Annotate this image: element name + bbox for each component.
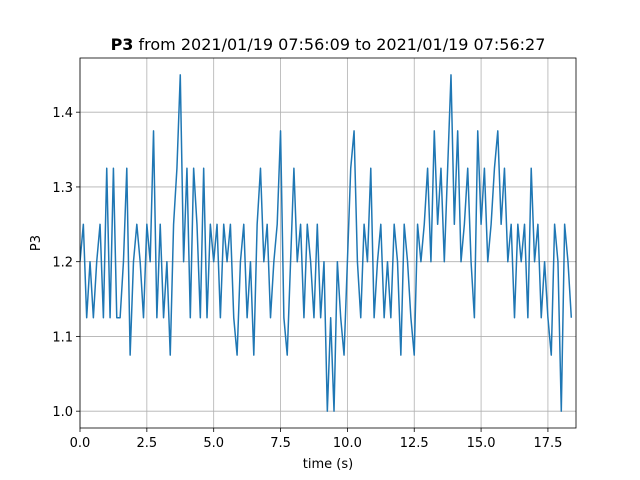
- title-text: from 2021/01/19 07:56:09 to 2021/01/19 0…: [139, 35, 546, 54]
- x-tick-label: 17.5: [533, 436, 562, 451]
- x-tick-label: 0.0: [70, 436, 91, 451]
- plot-frame: [79, 57, 577, 429]
- y-tick-label: 1.0: [52, 405, 73, 420]
- x-tick-label: 12.5: [400, 436, 429, 451]
- y-axis-label: P3: [29, 235, 44, 251]
- x-tick-label: 7.5: [270, 436, 291, 451]
- y-tick-label: 1.4: [52, 106, 73, 121]
- x-tick-label: 5.0: [203, 436, 224, 451]
- line-series: [80, 74, 573, 412]
- x-tick-label: 15.0: [467, 436, 496, 451]
- x-tick-label: 10.0: [333, 436, 362, 451]
- title-name: P3: [111, 35, 134, 54]
- x-tick-label: 2.5: [137, 436, 158, 451]
- y-tick-label: 1.1: [52, 330, 73, 345]
- y-tick-label: 1.2: [52, 256, 73, 271]
- x-axis-label: time (s): [303, 457, 353, 472]
- chart-title: P3 from 2021/01/19 07:56:09 to 2021/01/1…: [111, 35, 546, 54]
- y-tick-label: 1.3: [52, 181, 73, 196]
